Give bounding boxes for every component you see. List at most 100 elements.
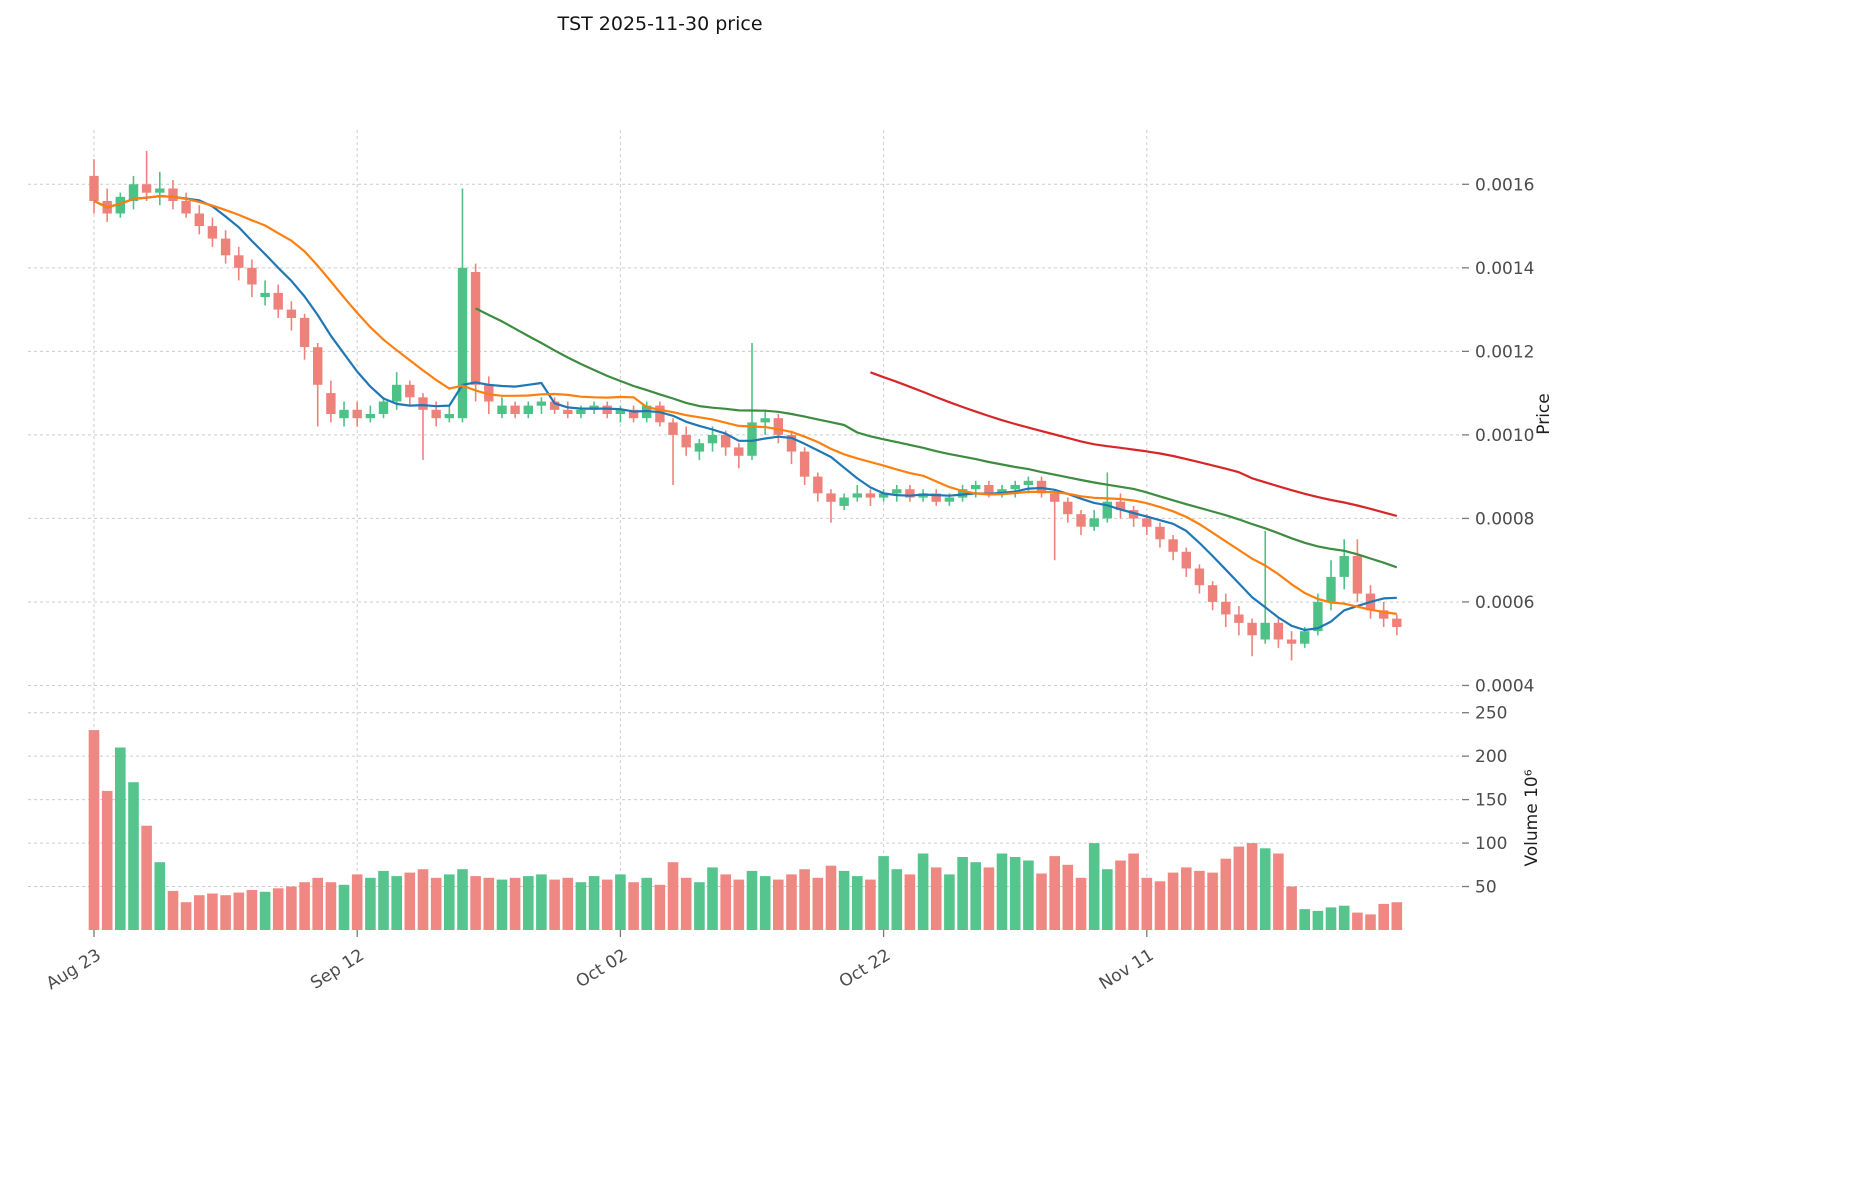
volume-bar <box>1141 877 1153 930</box>
volume-bar <box>878 856 889 930</box>
volume-bar <box>1220 858 1232 930</box>
candle-down <box>1234 614 1244 623</box>
candle-up <box>378 401 389 414</box>
volume-bar <box>654 884 666 930</box>
ma-line-ma-slow <box>475 307 1398 569</box>
volume-bar <box>720 874 731 930</box>
candle-down <box>1286 639 1297 644</box>
price-tick-label: 0.0012 <box>1475 342 1534 362</box>
candle-up <box>615 409 626 414</box>
candle-down <box>273 292 283 310</box>
volume-bar <box>865 879 876 930</box>
candle-down <box>326 393 336 414</box>
volume-bar <box>983 867 995 930</box>
candle-up <box>392 384 402 402</box>
candle-down <box>655 405 665 423</box>
candle-down <box>865 493 876 498</box>
candle-up <box>1313 601 1323 632</box>
candle-down <box>484 384 494 402</box>
volume-tick-label: 100 <box>1475 834 1507 854</box>
candle-up <box>128 184 139 201</box>
candle-up <box>457 267 468 419</box>
candle-up <box>694 443 705 452</box>
volume-bar <box>694 882 705 930</box>
volume-bar <box>1246 843 1258 930</box>
volume-bar <box>536 874 547 930</box>
volume-bar <box>852 876 863 930</box>
candle-down <box>313 347 323 385</box>
volume-bar <box>628 882 639 930</box>
volume-bar <box>680 877 692 930</box>
candle-down <box>734 447 744 456</box>
volume-bar <box>115 747 126 930</box>
candle-up <box>1300 631 1310 644</box>
candle-up <box>155 188 165 193</box>
candle-down <box>826 493 836 502</box>
volume-bar <box>286 886 297 930</box>
candle-down <box>681 434 691 448</box>
volume-bar <box>378 870 389 930</box>
candle-up <box>523 405 533 414</box>
candle-down <box>1115 501 1126 511</box>
candle-up <box>892 489 902 494</box>
volume-bar <box>1009 857 1021 930</box>
candle-down <box>773 418 783 435</box>
volume-tick-label: 50 <box>1475 878 1497 898</box>
candle-up <box>707 434 718 444</box>
volume-bar <box>917 853 929 930</box>
candle-up <box>1010 485 1020 490</box>
candle-down <box>1128 510 1139 519</box>
candle-down <box>1181 551 1191 569</box>
volume-bar <box>338 884 350 930</box>
volume-bar <box>812 877 824 930</box>
volume-bar <box>904 874 916 930</box>
candle-down <box>431 409 441 419</box>
candle-down <box>1076 514 1086 527</box>
price-tick-label: 0.0008 <box>1475 509 1534 529</box>
candle-up <box>260 292 270 298</box>
candle-down <box>1063 501 1073 515</box>
chart-plot-area: Aug 23 Sep 12 Oct 02 Oct 22 Nov 11 0.0004 0.00… <box>28 130 1534 994</box>
volume-bar <box>891 869 903 930</box>
volume-bar <box>1062 864 1074 930</box>
candle-down <box>1207 585 1218 602</box>
volume-bar <box>509 877 521 930</box>
candle-up <box>1089 518 1099 527</box>
candle-up <box>339 409 349 419</box>
volume-bar <box>549 879 560 930</box>
volume-bar <box>1299 909 1310 930</box>
volume-bar <box>299 882 310 930</box>
volume-bar <box>1312 910 1324 930</box>
volume-bar <box>1233 846 1245 930</box>
volume-bar <box>746 870 758 930</box>
candle-down <box>813 476 823 494</box>
ma-line-ma-medium <box>93 195 1397 615</box>
candle-down <box>247 267 257 285</box>
candle-up <box>747 422 757 456</box>
candle-down <box>721 434 731 448</box>
candle-down <box>984 485 994 494</box>
x-tick-label: Oct 22 <box>836 945 894 992</box>
volume-bar <box>259 891 271 930</box>
candle-down <box>905 489 915 498</box>
volume-bar <box>1259 848 1271 930</box>
volume-bar <box>417 869 429 930</box>
volume-bar <box>1154 881 1166 930</box>
volume-bar <box>325 882 337 930</box>
volume-bar <box>930 867 942 930</box>
x-tick-label: Sep 12 <box>307 945 368 993</box>
volume-bar <box>1325 907 1337 930</box>
candle-down <box>1273 622 1284 640</box>
candle-up <box>971 485 981 490</box>
candle-up <box>760 418 770 423</box>
candle-down <box>168 188 178 201</box>
volume-bar <box>773 879 784 930</box>
price-tick-label: 0.0006 <box>1475 593 1534 613</box>
volume-bar <box>733 879 745 930</box>
candle-down <box>1379 610 1389 619</box>
candle-up <box>878 493 889 498</box>
candle-down <box>510 405 520 414</box>
x-tick-label: Oct 02 <box>573 945 631 992</box>
candle-down <box>1392 618 1402 627</box>
volume-bar <box>351 874 363 930</box>
